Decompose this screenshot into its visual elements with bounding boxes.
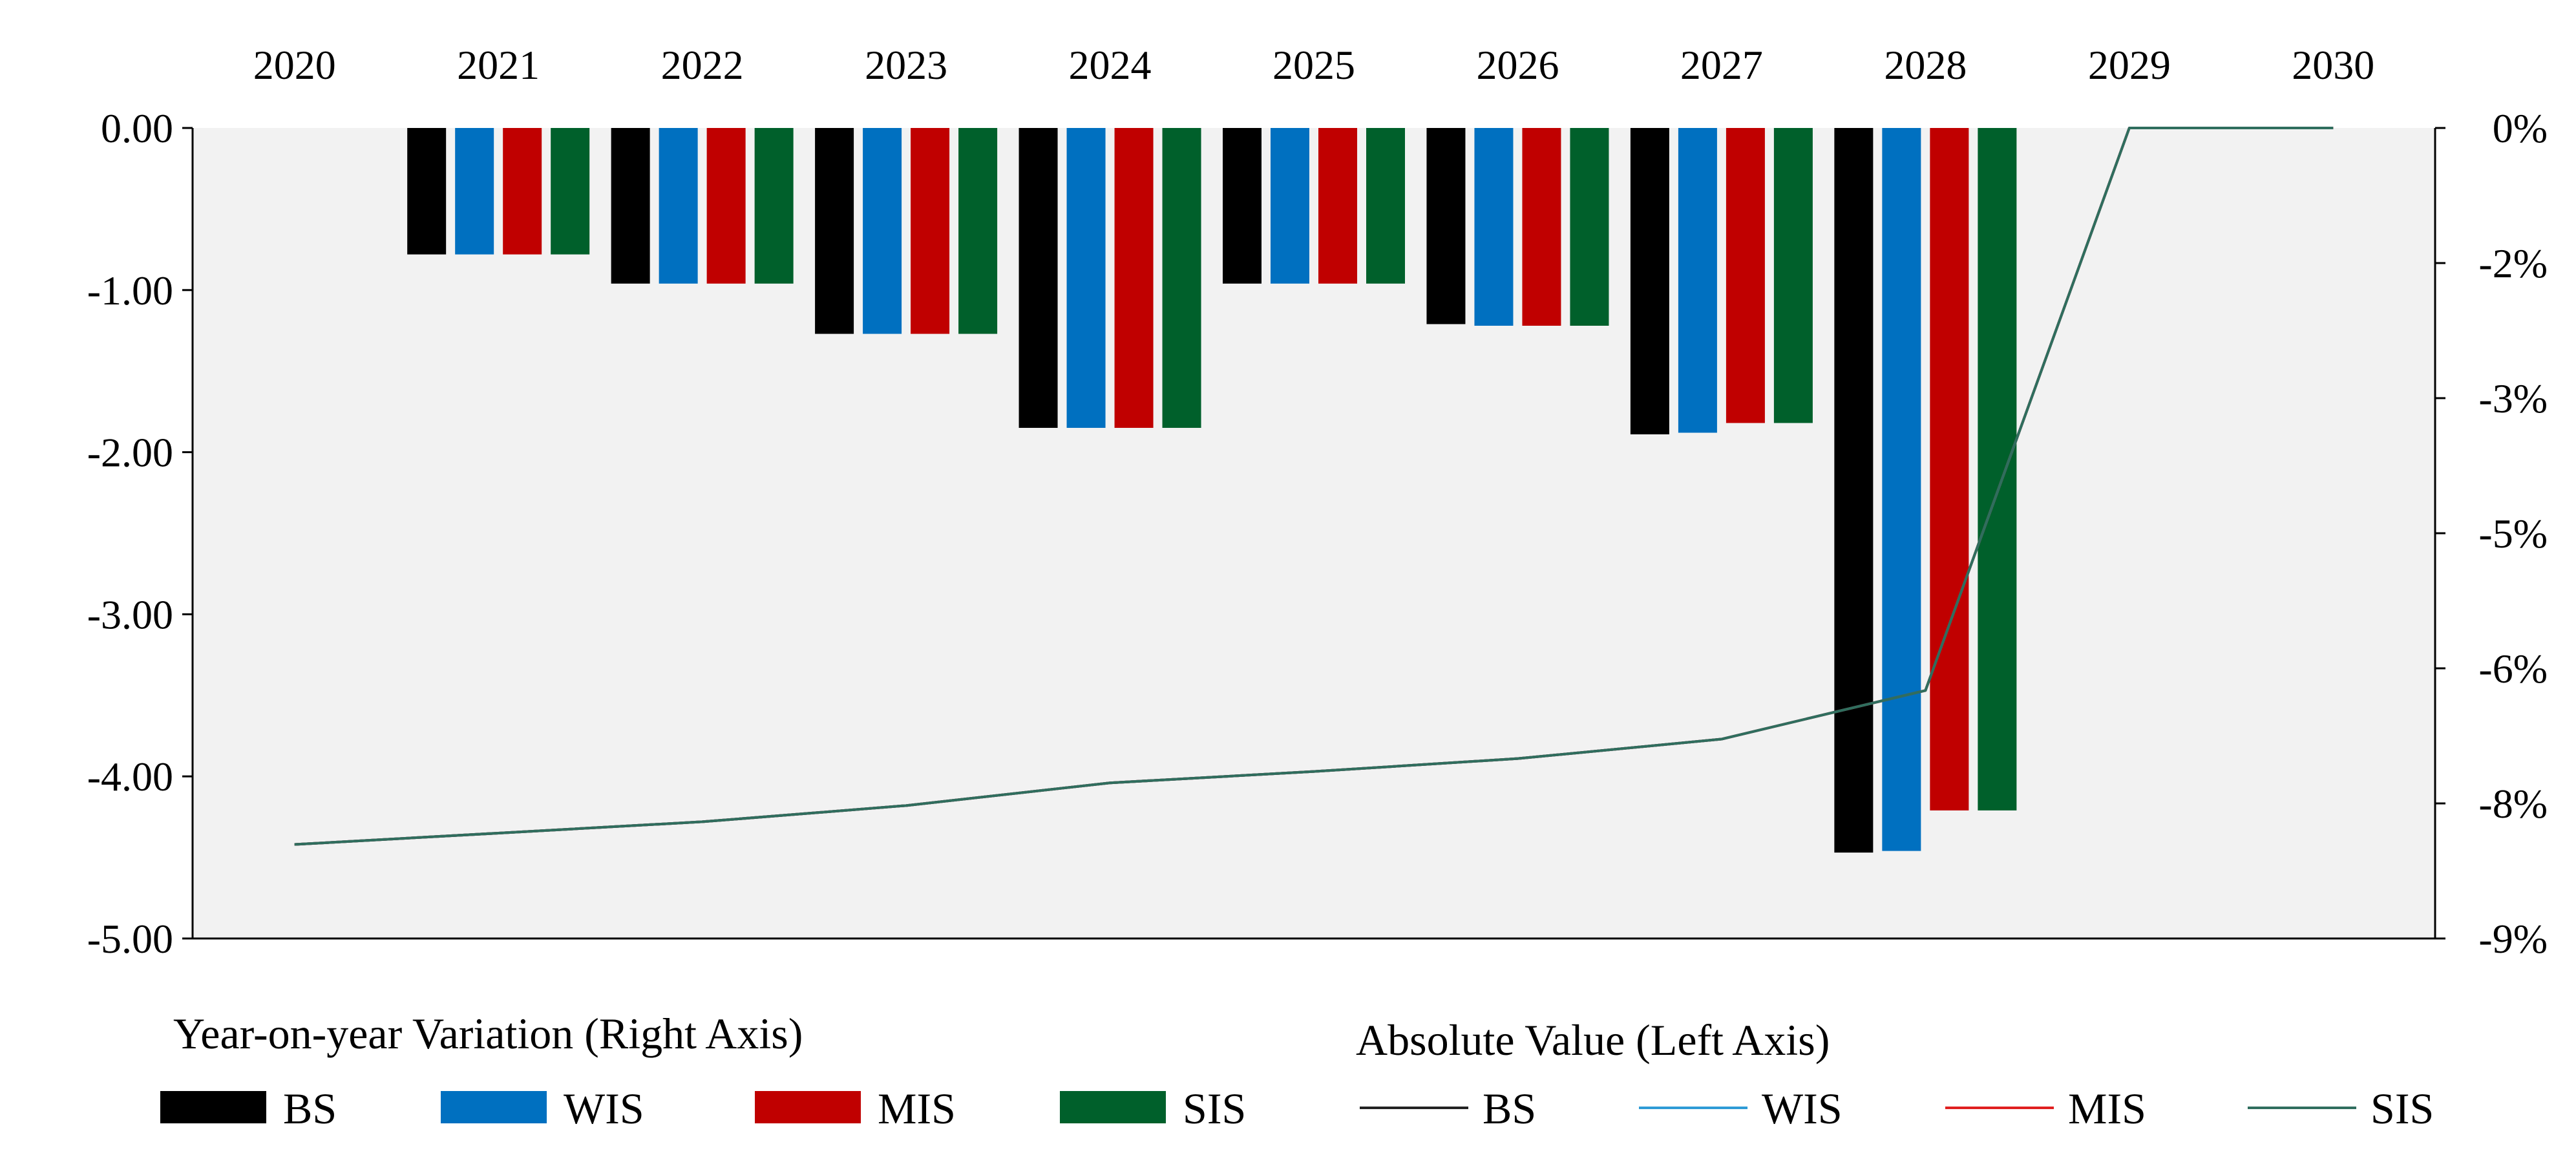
bar-sis-2022 xyxy=(754,128,794,284)
category-label-2023: 2023 xyxy=(865,42,947,88)
bars xyxy=(407,128,2017,853)
line-sis xyxy=(294,127,2334,846)
bar-bs-2021 xyxy=(407,128,447,255)
bar-bs-2023 xyxy=(815,128,854,334)
bar-sis-2027 xyxy=(1773,128,1813,423)
legend-bar-label-bs: BS xyxy=(283,1084,337,1133)
right-tick-label: -9% xyxy=(2478,916,2548,962)
caption-right: Absolute Value (Left Axis) xyxy=(1356,1015,1830,1065)
bar-sis-2021 xyxy=(551,128,590,255)
bar-bs-2027 xyxy=(1630,128,1669,435)
right-tick-label: -2% xyxy=(2478,240,2548,286)
bar-sis-2025 xyxy=(1366,128,1405,284)
legend-bar-swatch-sis xyxy=(1060,1091,1166,1123)
right-tick-label: 0% xyxy=(2493,105,2548,151)
bar-mis-2027 xyxy=(1726,128,1765,423)
bar-mis-2022 xyxy=(706,128,746,284)
bar-mis-2025 xyxy=(1318,128,1357,284)
legend-bar-label-sis: SIS xyxy=(1183,1084,1246,1133)
bar-wis-2021 xyxy=(455,128,494,255)
bar-sis-2023 xyxy=(958,128,998,334)
category-label-2025: 2025 xyxy=(1272,42,1355,88)
axis-labels: 0.00 -1.00 -2.00 -3.00 -4.00 -5.00 0% -2% -3% -5%… xyxy=(87,42,2548,962)
legend-bar-label-mis: MIS xyxy=(878,1084,956,1133)
legend-line-label-bs: BS xyxy=(1483,1084,1536,1133)
category-label-2030: 2030 xyxy=(2292,42,2374,88)
legend-bar-swatch-wis xyxy=(441,1091,547,1123)
bar-wis-2023 xyxy=(863,128,902,334)
right-tick-label: -8% xyxy=(2478,781,2548,827)
bar-wis-2024 xyxy=(1066,128,1106,428)
legend-bar-swatch-mis xyxy=(755,1091,861,1123)
left-tick-label: -5.00 xyxy=(87,916,173,962)
bar-mis-2024 xyxy=(1114,128,1154,428)
plot-area xyxy=(193,128,2435,938)
axes xyxy=(182,127,2445,940)
right-tick-label: -5% xyxy=(2478,511,2548,556)
category-label-2029: 2029 xyxy=(2088,42,2171,88)
right-tick-label: -6% xyxy=(2478,646,2548,692)
legend-line-label-mis: MIS xyxy=(2068,1084,2146,1133)
bar-wis-2027 xyxy=(1678,128,1717,433)
category-label-2026: 2026 xyxy=(1476,42,1559,88)
bar-wis-2028 xyxy=(1882,128,1921,851)
left-tick-label: -4.00 xyxy=(87,754,173,800)
legend-bar-swatch-bs xyxy=(160,1091,266,1123)
category-label-2028: 2028 xyxy=(1884,42,1967,88)
left-tick-label: -3.00 xyxy=(87,591,173,637)
bar-mis-2028 xyxy=(1930,128,1969,811)
category-label-2027: 2027 xyxy=(1680,42,1763,88)
bar-sis-2026 xyxy=(1570,128,1609,326)
bar-mis-2026 xyxy=(1522,128,1561,326)
left-tick-label: -2.00 xyxy=(87,430,173,476)
legend-line-label-sis: SIS xyxy=(2370,1084,2434,1133)
bar-wis-2025 xyxy=(1271,128,1309,284)
category-label-2024: 2024 xyxy=(1069,42,1152,88)
legend-bar-label-wis: WIS xyxy=(564,1084,644,1133)
right-tick-label: -3% xyxy=(2478,376,2548,421)
bar-bs-2022 xyxy=(611,128,650,284)
bar-wis-2026 xyxy=(1474,128,1514,326)
legend-line-label-wis: WIS xyxy=(1762,1084,1842,1133)
category-label-2021: 2021 xyxy=(457,42,540,88)
category-label-2022: 2022 xyxy=(661,42,744,88)
bar-bs-2024 xyxy=(1019,128,1058,428)
left-tick-label: -1.00 xyxy=(87,268,173,313)
bar-sis-2028 xyxy=(1978,128,2017,811)
category-label-2020: 2020 xyxy=(253,42,336,88)
bar-bs-2028 xyxy=(1834,128,1874,853)
bar-mis-2021 xyxy=(503,128,542,255)
bar-sis-2024 xyxy=(1162,128,1201,428)
bar-bs-2025 xyxy=(1223,128,1262,284)
bar-wis-2022 xyxy=(659,128,698,284)
legend: BS WIS MIS SIS BS WIS MIS SIS xyxy=(160,1084,2434,1133)
bar-mis-2023 xyxy=(911,128,950,334)
lines xyxy=(294,127,2334,846)
left-tick-label: 0.00 xyxy=(101,105,173,151)
bar-bs-2026 xyxy=(1426,128,1466,324)
caption-left: Year-on-year Variation (Right Axis) xyxy=(173,1009,803,1058)
